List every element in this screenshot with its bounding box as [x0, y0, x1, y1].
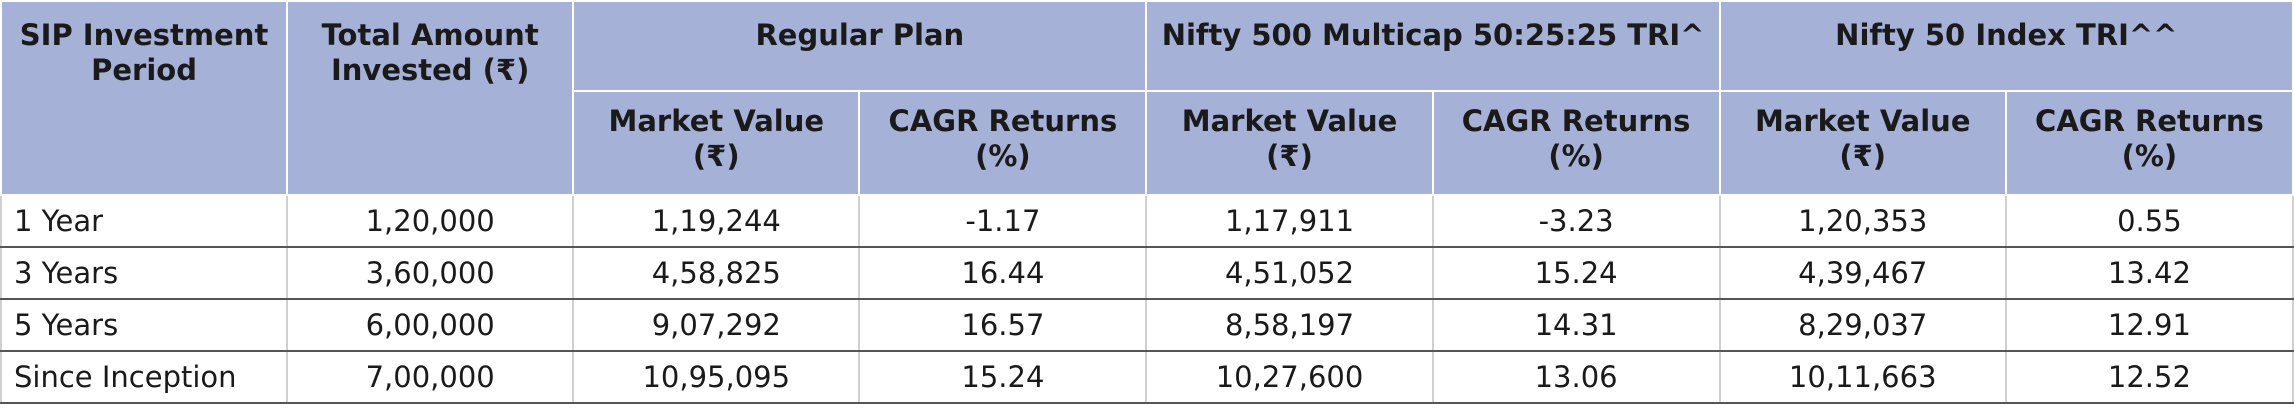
header-market-value: Market Value (₹) [1718, 90, 2007, 196]
header-market-value: Market Value (₹) [572, 90, 861, 196]
invested-cell: 3,60,000 [286, 247, 575, 300]
period-cell: 1 Year [0, 195, 289, 248]
multicap-market-value-cell: 10,27,600 [1145, 351, 1434, 404]
header-cagr-returns: CAGR Returns (%) [2004, 90, 2294, 196]
header-market-value: Market Value (₹) [1145, 90, 1434, 196]
regular-cagr-cell: 15.24 [858, 351, 1148, 404]
table-row: 5 Years 6,00,000 9,07,292 16.57 8,58,197… [0, 299, 2294, 352]
multicap-market-value-cell: 1,17,911 [1145, 195, 1434, 248]
multicap-market-value-cell: 8,58,197 [1145, 299, 1434, 352]
nifty50-cagr-cell: 12.52 [2004, 351, 2294, 404]
header-regular-plan: Regular Plan [572, 0, 1148, 92]
header-total-amount-invested: Total Amount Invested (₹) [286, 0, 575, 196]
regular-market-value-cell: 1,19,244 [572, 195, 861, 248]
nifty50-market-value-cell: 1,20,353 [1718, 195, 2007, 248]
header-nifty-50-index: Nifty 50 Index TRI^^ [1718, 0, 2294, 92]
nifty50-market-value-cell: 10,11,663 [1718, 351, 2007, 404]
multicap-market-value-cell: 4,51,052 [1145, 247, 1434, 300]
invested-cell: 7,00,000 [286, 351, 575, 404]
invested-cell: 6,00,000 [286, 299, 575, 352]
regular-cagr-cell: 16.44 [858, 247, 1148, 300]
nifty50-cagr-cell: 12.91 [2004, 299, 2294, 352]
header-sip-investment-period: SIP Investment Period [0, 0, 289, 196]
nifty50-market-value-cell: 8,29,037 [1718, 299, 2007, 352]
table-row: 1 Year 1,20,000 1,19,244 -1.17 1,17,911 … [0, 195, 2294, 248]
regular-cagr-cell: 16.57 [858, 299, 1148, 352]
regular-market-value-cell: 4,58,825 [572, 247, 861, 300]
period-cell: 3 Years [0, 247, 289, 300]
multicap-cagr-cell: -3.23 [1431, 195, 1721, 248]
table-row: Since Inception 7,00,000 10,95,095 15.24… [0, 351, 2294, 404]
invested-cell: 1,20,000 [286, 195, 575, 248]
header-cagr-returns: CAGR Returns (%) [858, 90, 1148, 196]
header-cagr-returns: CAGR Returns (%) [1431, 90, 1721, 196]
nifty50-cagr-cell: 0.55 [2004, 195, 2294, 248]
multicap-cagr-cell: 15.24 [1431, 247, 1721, 300]
nifty50-cagr-cell: 13.42 [2004, 247, 2294, 300]
multicap-cagr-cell: 13.06 [1431, 351, 1721, 404]
regular-cagr-cell: -1.17 [858, 195, 1148, 248]
nifty50-market-value-cell: 4,39,467 [1718, 247, 2007, 300]
table-row: 3 Years 3,60,000 4,58,825 16.44 4,51,052… [0, 247, 2294, 300]
period-cell: Since Inception [0, 351, 289, 404]
header-nifty-500-multicap: Nifty 500 Multicap 50:25:25 TRI^ [1145, 0, 1721, 92]
multicap-cagr-cell: 14.31 [1431, 299, 1721, 352]
regular-market-value-cell: 9,07,292 [572, 299, 861, 352]
regular-market-value-cell: 10,95,095 [572, 351, 861, 404]
period-cell: 5 Years [0, 299, 289, 352]
